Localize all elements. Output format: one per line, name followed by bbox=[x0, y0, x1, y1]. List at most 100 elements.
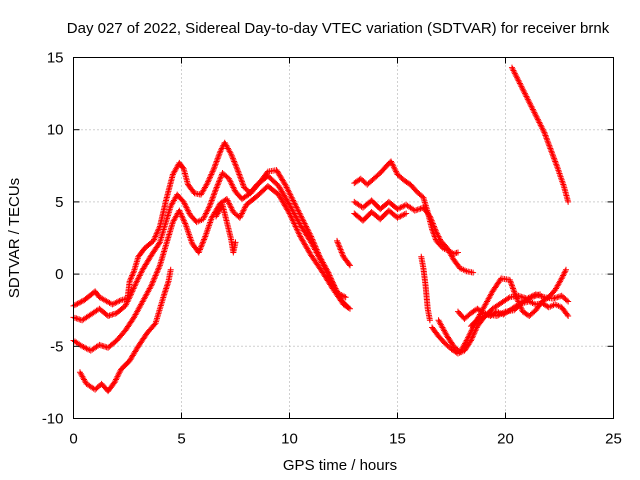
data-point bbox=[392, 167, 399, 174]
data-point bbox=[152, 272, 159, 279]
data-point bbox=[181, 219, 188, 226]
data-point bbox=[216, 177, 223, 184]
x-tick-label: 5 bbox=[177, 431, 185, 448]
data-point bbox=[228, 152, 235, 159]
data-point bbox=[82, 344, 89, 351]
data-point bbox=[210, 167, 217, 174]
data-point bbox=[291, 200, 298, 207]
data-point bbox=[129, 288, 136, 295]
data-point bbox=[498, 310, 505, 317]
data-point bbox=[75, 299, 82, 306]
data-point bbox=[298, 214, 305, 221]
data-point bbox=[127, 276, 134, 283]
data-point bbox=[195, 249, 202, 256]
data-point bbox=[228, 181, 235, 188]
data-point bbox=[79, 343, 86, 350]
data-point bbox=[215, 180, 222, 187]
data-point bbox=[538, 123, 545, 130]
data-point bbox=[395, 205, 402, 212]
data-point bbox=[526, 294, 533, 301]
data-point bbox=[214, 157, 221, 164]
data-point bbox=[200, 237, 207, 244]
data-point bbox=[223, 196, 230, 203]
data-point bbox=[524, 94, 531, 101]
data-point bbox=[115, 370, 122, 377]
data-point bbox=[237, 213, 244, 220]
data-point bbox=[126, 294, 133, 301]
data-point bbox=[526, 99, 533, 106]
data-point bbox=[295, 230, 302, 237]
data-point bbox=[241, 204, 248, 211]
data-point bbox=[155, 266, 162, 273]
data-point bbox=[508, 282, 515, 289]
data-point bbox=[426, 317, 433, 324]
data-point bbox=[429, 219, 436, 226]
data-point bbox=[401, 211, 408, 218]
data-point bbox=[230, 157, 237, 164]
data-point bbox=[285, 187, 292, 194]
data-point bbox=[393, 168, 400, 175]
data-point bbox=[201, 235, 208, 241]
data-point bbox=[514, 297, 521, 304]
data-point bbox=[109, 301, 116, 308]
data-point bbox=[540, 128, 547, 135]
data-point bbox=[234, 167, 241, 174]
data-point bbox=[209, 168, 216, 175]
data-point bbox=[177, 210, 184, 217]
data-point bbox=[149, 279, 156, 286]
data-point bbox=[115, 372, 122, 379]
data-point bbox=[518, 305, 525, 312]
data-point bbox=[217, 148, 224, 155]
data-point bbox=[565, 312, 572, 319]
data-point bbox=[508, 64, 515, 71]
data-point bbox=[181, 200, 188, 207]
data-point bbox=[394, 214, 401, 221]
data-point bbox=[229, 155, 236, 162]
data-point bbox=[391, 165, 398, 172]
data-point bbox=[526, 100, 533, 107]
data-point bbox=[151, 236, 158, 243]
data-point bbox=[551, 157, 558, 164]
data-point bbox=[135, 275, 142, 282]
data-point bbox=[131, 282, 138, 289]
data-point bbox=[336, 245, 343, 252]
data-point bbox=[128, 289, 135, 296]
data-point bbox=[131, 284, 138, 291]
data-point bbox=[287, 211, 294, 218]
data-point bbox=[235, 168, 242, 175]
data-point bbox=[148, 282, 155, 289]
data-point bbox=[346, 261, 353, 268]
data-point bbox=[553, 162, 560, 169]
data-point bbox=[124, 298, 131, 305]
data-point bbox=[205, 177, 212, 184]
data-point bbox=[334, 239, 341, 246]
data-point bbox=[138, 269, 145, 276]
data-point bbox=[513, 73, 520, 80]
series-track-5 bbox=[213, 201, 239, 256]
data-point bbox=[521, 90, 528, 97]
data-point bbox=[296, 210, 303, 217]
data-point bbox=[390, 162, 397, 169]
data-point bbox=[289, 196, 296, 203]
data-point bbox=[112, 377, 119, 384]
data-point bbox=[565, 198, 572, 205]
data-point bbox=[518, 83, 525, 90]
data-point bbox=[208, 171, 215, 178]
data-point bbox=[286, 190, 293, 197]
data-point bbox=[291, 220, 298, 227]
data-point bbox=[155, 265, 162, 272]
data-point bbox=[151, 235, 158, 241]
data-point bbox=[203, 181, 210, 188]
data-point bbox=[512, 71, 519, 78]
data-point bbox=[180, 217, 187, 224]
data-point bbox=[154, 227, 161, 234]
data-point bbox=[229, 183, 236, 190]
data-point bbox=[547, 145, 554, 152]
data-point bbox=[287, 193, 294, 200]
data-point bbox=[286, 210, 293, 217]
data-point bbox=[531, 109, 538, 116]
data-point bbox=[516, 79, 523, 86]
data-point bbox=[434, 230, 441, 237]
plot-frame bbox=[73, 57, 614, 419]
data-point bbox=[517, 81, 524, 88]
